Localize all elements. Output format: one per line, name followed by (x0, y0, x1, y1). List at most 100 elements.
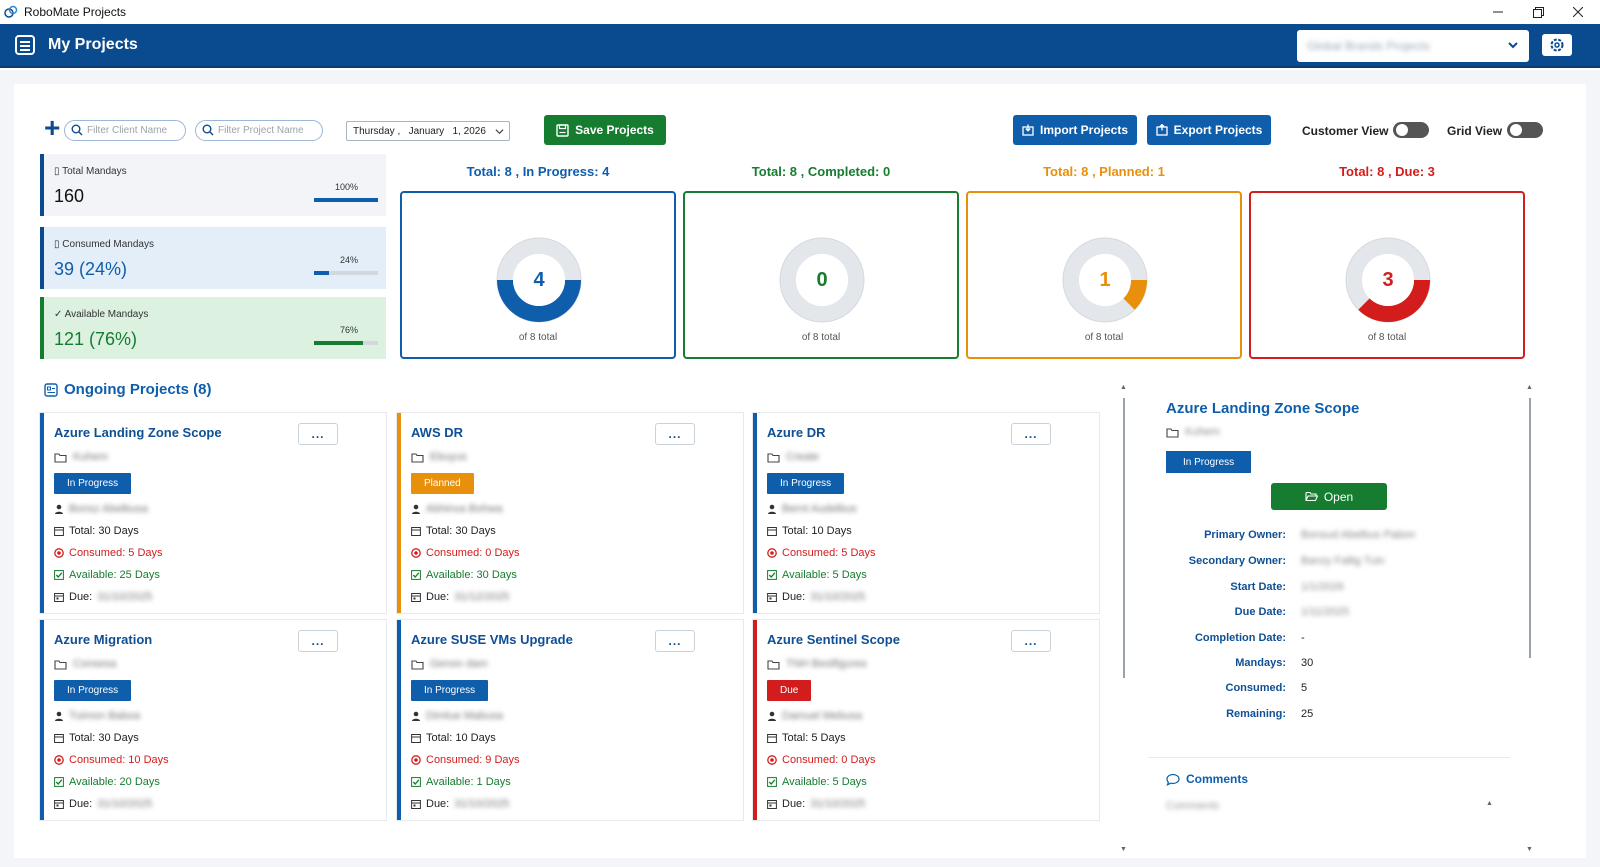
project-list-scrollbar[interactable]: ▲ ▼ (1120, 384, 1127, 853)
export-icon (1155, 124, 1168, 136)
calendar-icon (411, 734, 421, 743)
open-project-button[interactable]: Open (1271, 483, 1387, 510)
project-card[interactable]: Azure Landing Zone Scope... Kuhem In Progr… (40, 413, 386, 613)
stat-progress-bar (314, 271, 378, 275)
project-title[interactable]: AWS DR (411, 425, 463, 440)
available-days: Available: 5 Days (782, 776, 867, 788)
folder-open-icon (1305, 491, 1318, 502)
project-owner: Abhinva Bohwa (411, 503, 502, 515)
grid-view-toggle[interactable] (1507, 122, 1543, 138)
project-due: Due: 31/10/2025 (767, 798, 865, 810)
summary-card[interactable]: 1 of 8 total (966, 191, 1242, 359)
project-total: Total: 10 Days (767, 525, 852, 537)
due-label: Due: (782, 798, 806, 810)
add-project-button[interactable]: + (44, 112, 61, 143)
save-projects-button[interactable]: Save Projects (544, 115, 666, 145)
available-days: Available: 30 Days (426, 569, 517, 581)
consumed-days: Consumed: 9 Days (426, 754, 520, 766)
donut-count: 0 (816, 268, 828, 291)
import-projects-label: Import Projects (1039, 123, 1129, 137)
project-group-select[interactable]: Global Brands Projects (1297, 30, 1529, 62)
due-label: Due: (426, 591, 450, 603)
summary-card[interactable]: 0 of 8 total (683, 191, 959, 359)
settings-button[interactable] (1542, 34, 1572, 56)
project-consumed: Consumed: 0 Days (411, 547, 520, 559)
client-name: Genon dam (430, 658, 488, 670)
chevron-down-icon (1508, 42, 1518, 49)
donut-count: 4 (533, 268, 545, 291)
export-projects-button[interactable]: Export Projects (1147, 115, 1271, 145)
project-title[interactable]: Azure DR (767, 425, 826, 440)
project-title[interactable]: Azure Sentinel Scope (767, 632, 900, 647)
project-owner: Bonsz Abelbusa (54, 503, 148, 515)
filter-client-input[interactable]: Filter Client Name (64, 120, 186, 141)
status-badge: Planned (411, 473, 474, 494)
consumed-icon (411, 755, 421, 765)
total-days: Total: 10 Days (426, 732, 496, 744)
maximize-icon[interactable] (1518, 0, 1558, 24)
close-icon[interactable] (1558, 0, 1598, 24)
project-card[interactable]: Azure SUSE VMs Upgrade... Genon dam In Pro… (397, 620, 743, 820)
status-badge: In Progress (767, 473, 845, 494)
date-picker[interactable]: Thursday , January 1, 2026 (346, 121, 510, 141)
summary-title: Total: 8 , In Progress: 4 (466, 164, 610, 179)
available-check-icon (54, 777, 64, 787)
calendar-icon (767, 734, 777, 743)
minimize-icon[interactable] (1478, 0, 1518, 24)
stat-available-mandays: ✓ Available Mandays 121 (76%) 76% (40, 297, 386, 359)
project-consumed: Consumed: 10 Days (54, 754, 169, 766)
detail-project-title: Azure Landing Zone Scope (1166, 400, 1360, 417)
content-panel: + Filter Client Name Filter Project Name… (14, 84, 1586, 858)
available-check-icon (411, 570, 421, 580)
project-more-button[interactable]: ... (655, 630, 695, 652)
detail-field-value: Bonsud Abelbus Pabon (1301, 529, 1416, 541)
stat-progress-fill (314, 341, 363, 345)
app-title: RoboMate Projects (24, 5, 127, 19)
project-due: Due: 31/10/2025 (54, 591, 152, 603)
project-card[interactable]: Azure Migration... Consesa In Progress Tuim… (40, 620, 386, 820)
project-more-button[interactable]: ... (1011, 630, 1051, 652)
project-total: Total: 30 Days (54, 525, 139, 537)
stat-progress-bar (314, 341, 378, 345)
comments-input[interactable]: Comments (1166, 800, 1220, 812)
summary-card[interactable]: 3 of 8 total (1249, 191, 1525, 359)
save-icon (556, 123, 569, 137)
project-card[interactable]: Azure Sentinel Scope... TNH Bestfigures Du… (753, 620, 1099, 820)
due-label: Due: (69, 798, 93, 810)
project-title[interactable]: Azure Landing Zone Scope (54, 425, 222, 440)
summary-card[interactable]: 4 of 8 total (400, 191, 676, 359)
stat-progress-bar (314, 198, 378, 202)
owner-name: Abhinva Bohwa (426, 503, 503, 515)
client-name: Kuhem (73, 451, 108, 463)
project-card[interactable]: AWS DR... Ebuyus Planned Abhinva Bohwa Total… (397, 413, 743, 613)
customer-view-toggle[interactable] (1393, 122, 1429, 138)
user-icon (55, 504, 63, 514)
comment-icon (1166, 773, 1180, 786)
comments-scroll-up[interactable]: ▲ (1486, 800, 1493, 807)
project-available: Available: 25 Days (54, 569, 160, 581)
project-more-button[interactable]: ... (298, 630, 338, 652)
project-card[interactable]: Azure DR... Create In Progress Bernt Audelb… (753, 413, 1099, 613)
project-title[interactable]: Azure SUSE VMs Upgrade (411, 632, 573, 647)
detail-field-label: Completion Date: (1194, 632, 1286, 644)
project-more-button[interactable]: ... (298, 423, 338, 445)
filter-project-input[interactable]: Filter Project Name (195, 120, 323, 141)
stat-consumed-mandays: ▯ Consumed Mandays 39 (24%) 24% (40, 227, 386, 289)
due-date-icon (767, 593, 777, 602)
folder-icon (54, 659, 67, 670)
project-owner: Tuimon Baboa (54, 710, 140, 722)
summary-title: Total: 8 , Completed: 0 (751, 164, 891, 179)
project-more-button[interactable]: ... (655, 423, 695, 445)
detail-field-label: Secondary Owner: (1188, 555, 1286, 567)
detail-scrollbar[interactable]: ▲ ▼ (1526, 384, 1533, 853)
calendar-icon: ▯ (54, 166, 63, 177)
due-label: Due: (426, 798, 450, 810)
calendar-icon (54, 734, 64, 743)
project-more-button[interactable]: ... (1011, 423, 1051, 445)
due-date: 31/10/2025 (810, 798, 866, 810)
stat-value: 160 (54, 186, 85, 206)
import-projects-button[interactable]: Import Projects (1013, 115, 1137, 145)
main-area: + Filter Client Name Filter Project Name… (0, 70, 1600, 867)
project-title[interactable]: Azure Migration (54, 632, 153, 647)
check-icon: ✓ (54, 309, 65, 320)
